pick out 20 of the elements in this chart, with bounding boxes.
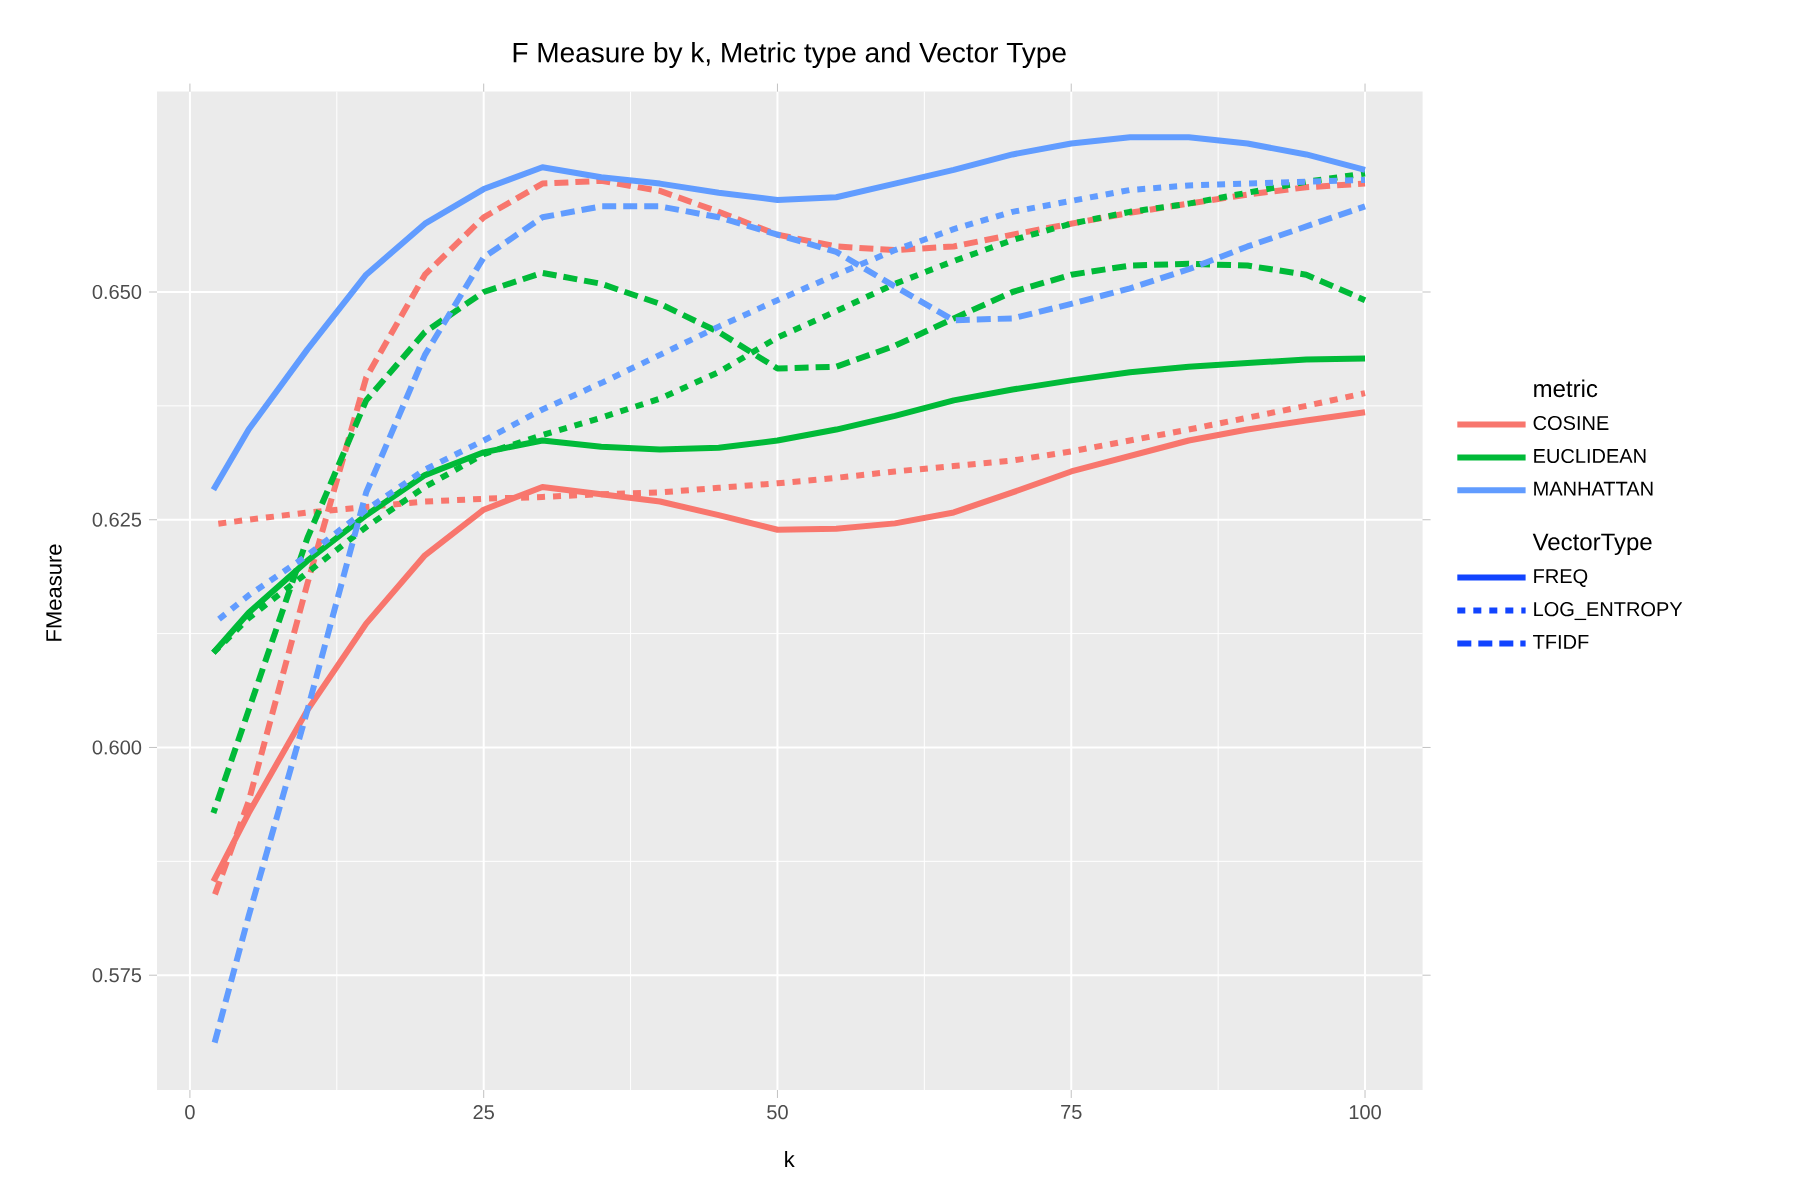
text: COSINE bbox=[1533, 415, 1609, 431]
y-tick-label: 0.650 bbox=[92, 284, 142, 300]
text: MANHATTAN bbox=[1534, 481, 1653, 496]
y-tick-label: 0.575 bbox=[92, 968, 142, 983]
text: LOG_ENTROPY bbox=[1534, 602, 1683, 621]
x-tick-label: 75 bbox=[1061, 1105, 1082, 1119]
x-tick-label: 25 bbox=[473, 1105, 494, 1120]
x-axis-title: k bbox=[785, 1151, 795, 1167]
x-tick-label: 50 bbox=[767, 1105, 788, 1120]
x-tick-label: 0 bbox=[185, 1105, 195, 1120]
chart-title: F Measure by k, Metric type and Vector Type bbox=[513, 41, 1066, 69]
text: VectorType bbox=[1532, 533, 1652, 556]
text: metric bbox=[1534, 379, 1598, 398]
text: TFIDF bbox=[1533, 635, 1589, 649]
y-tick-label: 0.625 bbox=[92, 512, 142, 527]
x-tick-label: 100 bbox=[1349, 1105, 1381, 1120]
text: EUCLIDEAN bbox=[1534, 448, 1646, 464]
y-tick-label: 0.600 bbox=[92, 740, 142, 755]
y-axis-title: FMeasure bbox=[46, 544, 62, 641]
text: FREQ bbox=[1534, 569, 1588, 587]
